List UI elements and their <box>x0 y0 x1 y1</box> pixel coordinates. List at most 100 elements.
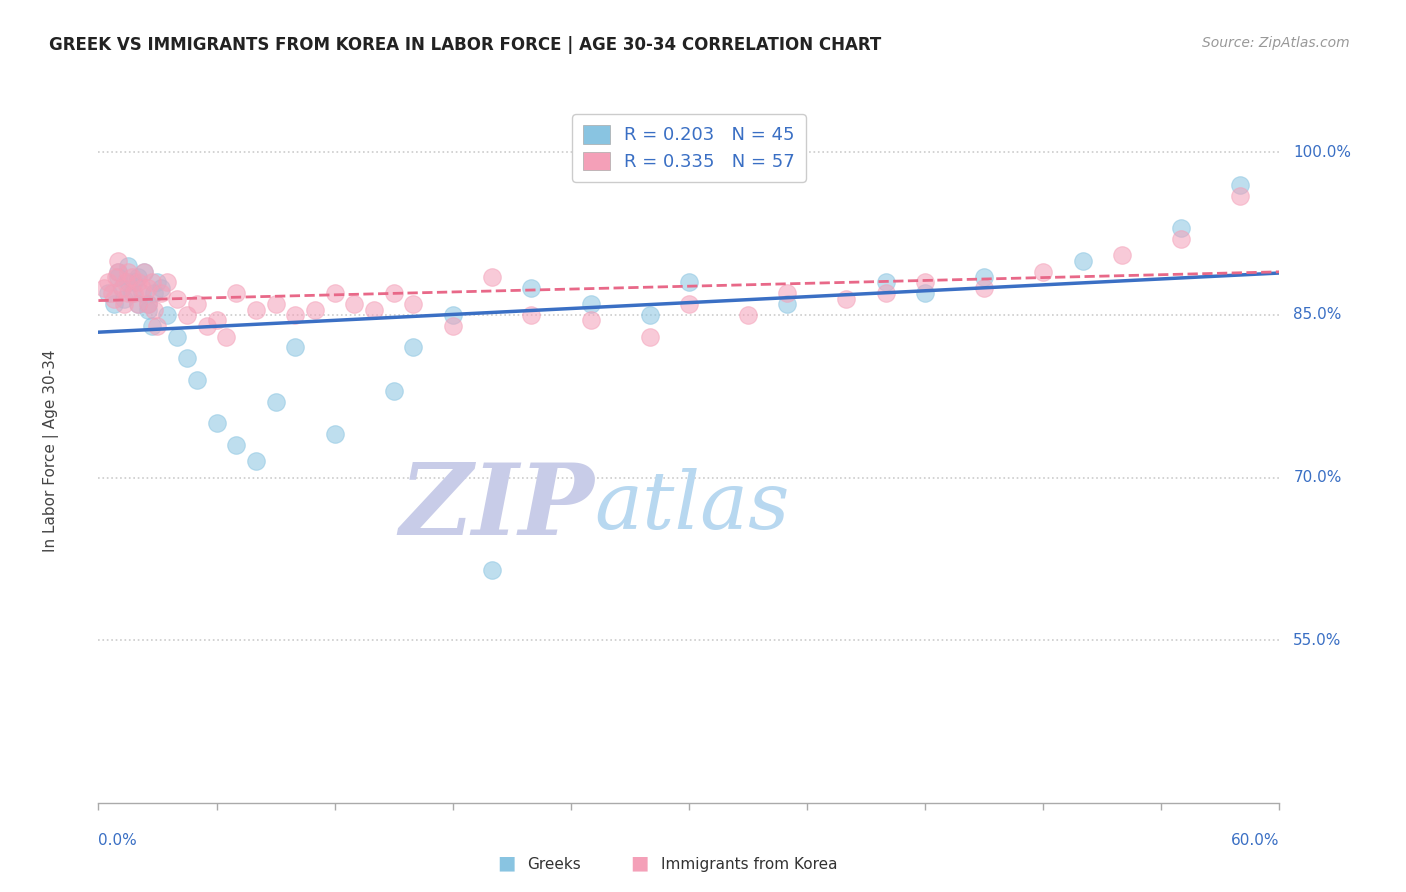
Point <box>117 276 139 290</box>
Point <box>875 276 897 290</box>
Point <box>112 297 135 311</box>
Point <box>176 351 198 366</box>
Point <box>136 302 159 317</box>
Point <box>875 286 897 301</box>
Point <box>678 297 700 311</box>
Point <box>97 276 120 290</box>
Point <box>1032 264 1054 278</box>
Point <box>638 308 661 322</box>
Point <box>103 292 125 306</box>
Point <box>776 297 799 311</box>
Point <box>115 276 138 290</box>
Point <box>97 286 120 301</box>
Point <box>402 341 425 355</box>
Point <box>107 264 129 278</box>
Point <box>121 286 143 301</box>
Point <box>117 259 139 273</box>
Point <box>973 281 995 295</box>
Text: In Labor Force | Age 30-34: In Labor Force | Age 30-34 <box>44 349 59 552</box>
Point <box>93 281 115 295</box>
Point <box>579 313 602 327</box>
Point <box>146 318 169 333</box>
Point <box>107 270 129 285</box>
Point <box>127 270 149 285</box>
Point <box>402 297 425 311</box>
Point <box>520 308 543 322</box>
Text: 60.0%: 60.0% <box>1232 833 1279 848</box>
Point <box>205 313 228 327</box>
Point <box>215 329 238 343</box>
Point <box>1170 232 1192 246</box>
Text: 55.0%: 55.0% <box>1294 632 1341 648</box>
Text: ■: ■ <box>496 854 516 872</box>
Point <box>131 281 153 295</box>
Point <box>176 308 198 322</box>
Point <box>132 264 155 278</box>
Text: 70.0%: 70.0% <box>1294 470 1341 485</box>
Point <box>225 286 247 301</box>
Point <box>284 308 307 322</box>
Text: Source: ZipAtlas.com: Source: ZipAtlas.com <box>1202 36 1350 50</box>
Text: 100.0%: 100.0% <box>1294 145 1351 160</box>
Point <box>141 318 163 333</box>
Point <box>136 297 159 311</box>
Point <box>132 264 155 278</box>
Point <box>579 297 602 311</box>
Point <box>638 329 661 343</box>
Point <box>107 264 129 278</box>
Point <box>245 454 267 468</box>
Text: Greeks: Greeks <box>527 857 581 872</box>
Point <box>186 373 208 387</box>
Text: atlas: atlas <box>595 468 790 546</box>
Point <box>1170 221 1192 235</box>
Point <box>776 286 799 301</box>
Point <box>150 281 173 295</box>
Point <box>127 276 149 290</box>
Point <box>264 297 287 311</box>
Point <box>520 281 543 295</box>
Point <box>117 264 139 278</box>
Point <box>142 302 165 317</box>
Point <box>150 286 173 301</box>
Point <box>1229 188 1251 202</box>
Point <box>343 297 366 311</box>
Point <box>1229 178 1251 192</box>
Point <box>914 276 936 290</box>
Point <box>245 302 267 317</box>
Text: 0.0%: 0.0% <box>98 833 138 848</box>
Point <box>127 297 149 311</box>
Legend: R = 0.203   N = 45, R = 0.335   N = 57: R = 0.203 N = 45, R = 0.335 N = 57 <box>572 114 806 182</box>
Point <box>166 292 188 306</box>
Point <box>363 302 385 317</box>
Point <box>284 341 307 355</box>
Point <box>441 318 464 333</box>
Point <box>103 297 125 311</box>
Point <box>186 297 208 311</box>
Text: Immigrants from Korea: Immigrants from Korea <box>661 857 838 872</box>
Text: ■: ■ <box>630 854 650 872</box>
Point <box>122 286 145 301</box>
Point <box>737 308 759 322</box>
Point <box>112 292 135 306</box>
Point <box>127 297 149 311</box>
Point <box>195 318 218 333</box>
Point <box>136 297 159 311</box>
Point <box>141 276 163 290</box>
Point <box>105 270 128 285</box>
Point <box>111 281 134 295</box>
Point <box>973 270 995 285</box>
Point <box>323 286 346 301</box>
Point <box>678 276 700 290</box>
Point <box>481 563 503 577</box>
Point <box>205 417 228 431</box>
Point <box>264 394 287 409</box>
Text: GREEK VS IMMIGRANTS FROM KOREA IN LABOR FORCE | AGE 30-34 CORRELATION CHART: GREEK VS IMMIGRANTS FROM KOREA IN LABOR … <box>49 36 882 54</box>
Point <box>382 286 405 301</box>
Point <box>441 308 464 322</box>
Point <box>481 270 503 285</box>
Point <box>1111 248 1133 262</box>
Point <box>914 286 936 301</box>
Point <box>107 253 129 268</box>
Point <box>122 276 145 290</box>
Text: 85.0%: 85.0% <box>1294 308 1341 322</box>
